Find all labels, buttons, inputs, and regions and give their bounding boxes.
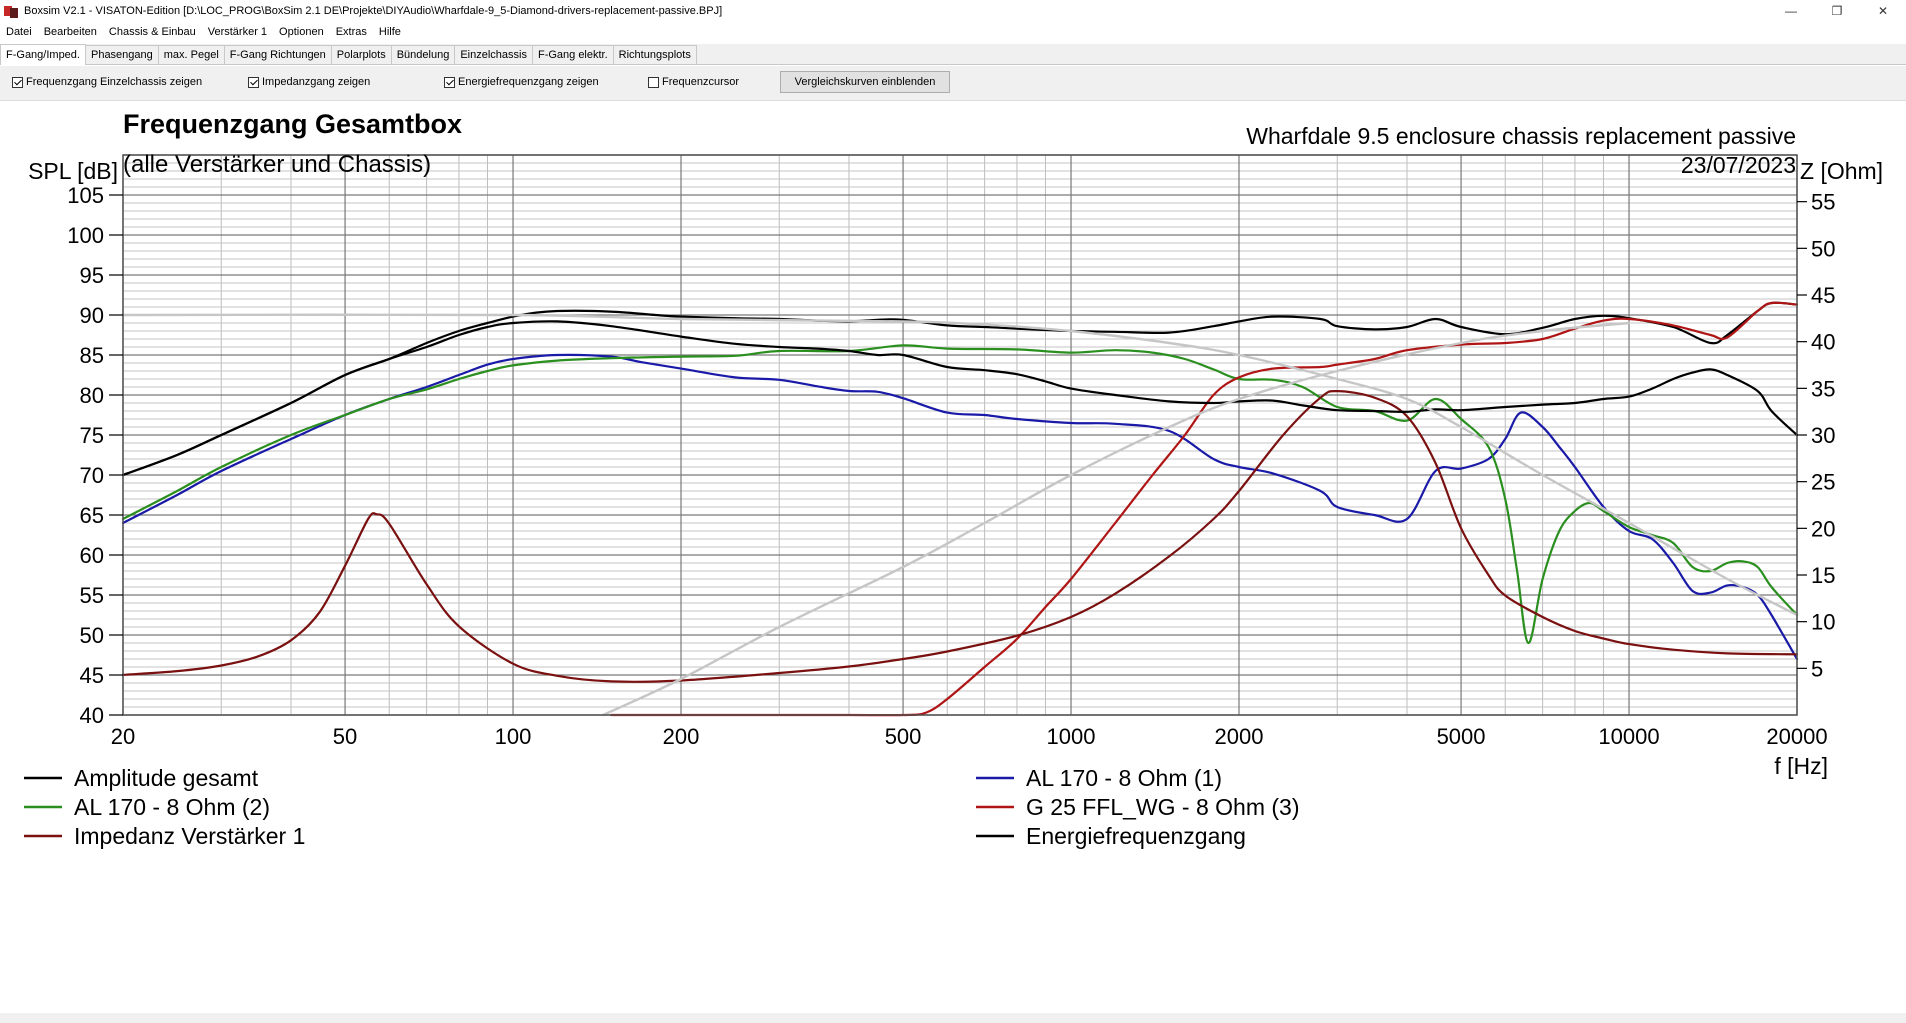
y-tick-label: 90 <box>80 303 104 328</box>
compare-curves-button[interactable]: Vergleichskurven einblenden <box>780 71 950 93</box>
y-tick-label: 70 <box>80 463 104 488</box>
comparison-curve-7 <box>121 313 1799 617</box>
menu-verstaerker-1[interactable]: Verstärker 1 <box>207 26 268 38</box>
legend-label: AL 170 - 8 Ohm (2) <box>74 794 270 820</box>
option-frequenzcursor[interactable]: Frequenzcursor <box>648 76 739 88</box>
menu-hilfe[interactable]: Hilfe <box>378 26 401 38</box>
y-tick-label: 85 <box>80 343 104 368</box>
x-tick-label: 500 <box>885 724 922 749</box>
tab-f-gang-elektr[interactable]: F-Gang elektr. <box>531 45 614 64</box>
project-date: 23/07/2023 <box>1681 152 1796 178</box>
legend-label: Impedanz Verstärker 1 <box>74 823 305 849</box>
chart-subtitle: (alle Verstärker und Chassis) <box>123 151 431 178</box>
x-tick-label: 20000 <box>1766 724 1827 749</box>
y2-tick-label: 50 <box>1811 236 1835 261</box>
project-name: Wharfdale 9.5 enclosure chassis replacem… <box>1246 123 1796 149</box>
chart-title: Frequenzgang Gesamtbox <box>123 109 462 139</box>
y-tick-label: 105 <box>67 183 104 208</box>
y2-tick-label: 35 <box>1811 376 1835 401</box>
y2-axis-label: Z [Ohm] <box>1800 158 1883 184</box>
x-tick-label: 200 <box>663 724 700 749</box>
series-line-al-170-8-ohm-1 <box>121 353 1799 661</box>
restore-button[interactable]: ❐ <box>1831 4 1843 18</box>
option-impedanzgang[interactable]: Impedanzgang zeigen <box>248 76 370 88</box>
y2-tick-label: 20 <box>1811 516 1835 541</box>
legend-label: Energiefrequenzgang <box>1026 823 1246 849</box>
x-tick-label: 50 <box>333 724 357 749</box>
option-einzelchassis[interactable]: Frequenzgang Einzelchassis zeigen <box>12 76 202 88</box>
y-tick-label: 40 <box>80 703 104 728</box>
y2-tick-label: 55 <box>1811 190 1835 215</box>
options-bar: Frequenzgang Einzelchassis zeigen Impeda… <box>0 66 1906 101</box>
menu-bar: Datei Bearbeiten Chassis & Einbau Verstä… <box>0 22 1906 42</box>
y2-tick-label: 40 <box>1811 330 1835 355</box>
tab-phasengang[interactable]: Phasengang <box>84 45 159 64</box>
series-line-al-170-8-ohm-2 <box>121 344 1799 645</box>
chart-area: 40 45 50 55 60 65 70 75 80 85 90 95 100 105 5 10 15 20 25 3… <box>0 101 1906 1013</box>
tab-buendelung[interactable]: Bündelung <box>390 45 456 64</box>
y2-tick-label: 30 <box>1811 423 1835 448</box>
tab-max-pegel[interactable]: max. Pegel <box>157 45 225 64</box>
option-einzelchassis-label: Frequenzgang Einzelchassis zeigen <box>26 76 203 88</box>
x-tick-label: 5000 <box>1437 724 1486 749</box>
checkbox-einzelchassis[interactable] <box>12 76 23 88</box>
x-tick-label: 10000 <box>1598 724 1659 749</box>
option-impedanzgang-label: Impedanzgang zeigen <box>262 76 371 88</box>
tab-bar: F-Gang/Imped. Phasengang max. Pegel F-Ga… <box>0 44 1906 65</box>
menu-extras[interactable]: Extras <box>335 26 367 38</box>
checkbox-frequenzcursor[interactable] <box>648 76 659 88</box>
status-bar <box>0 1013 1906 1023</box>
y-tick-label: 65 <box>80 503 104 528</box>
menu-datei[interactable]: Datei <box>6 26 32 38</box>
option-energiefrequenzgang-label: Energiefrequenzgang zeigen <box>458 76 599 88</box>
frequency-response-chart: 40 45 50 55 60 65 70 75 80 85 90 95 100 105 5 10 15 20 25 3… <box>24 109 1883 849</box>
y2-tick-label: 5 <box>1811 656 1823 681</box>
window-controls: — ❐ ✕ <box>1768 0 1906 22</box>
checkbox-energiefrequenzgang[interactable] <box>444 76 455 88</box>
y-tick-label: 60 <box>80 543 104 568</box>
close-button[interactable]: ✕ <box>1877 4 1889 18</box>
x-tick-label: 20 <box>111 724 135 749</box>
legend-label: Amplitude gesamt <box>74 765 259 791</box>
minimize-button[interactable]: — <box>1785 4 1797 18</box>
menu-optionen[interactable]: Optionen <box>279 26 324 38</box>
y2-tick-label: 45 <box>1811 283 1835 308</box>
y-axis-label: SPL [dB] <box>28 158 118 184</box>
option-frequenzcursor-label: Frequenzcursor <box>662 76 740 88</box>
tab-f-gang-imped[interactable]: F-Gang/Imped. <box>0 44 86 65</box>
x-tick-label: 100 <box>495 724 532 749</box>
menu-bearbeiten[interactable]: Bearbeiten <box>43 26 97 38</box>
series-line-impedanz-verst-rker-1 <box>121 389 1799 683</box>
y-tick-label: 100 <box>67 223 104 248</box>
series-line-g-25-ffl-wg-8-ohm-3 <box>610 301 1799 717</box>
option-energiefrequenzgang[interactable]: Energiefrequenzgang zeigen <box>444 76 599 88</box>
y-tick-label: 95 <box>80 263 104 288</box>
tab-polarplots[interactable]: Polarplots <box>330 45 392 64</box>
y-tick-label: 50 <box>80 623 104 648</box>
y2-tick-label: 25 <box>1811 470 1835 495</box>
checkbox-impedanzgang[interactable] <box>248 76 259 88</box>
y-tick-label: 75 <box>80 423 104 448</box>
y-tick-label: 45 <box>80 663 104 688</box>
tab-einzelchassis[interactable]: Einzelchassis <box>454 45 533 64</box>
window-title: Boxsim V2.1 - VISATON-Edition [D:\LOC_PR… <box>24 5 723 17</box>
y-tick-label: 80 <box>80 383 104 408</box>
x-tick-label: 1000 <box>1047 724 1096 749</box>
legend-label: G 25 FFL_WG - 8 Ohm (3) <box>1026 794 1300 820</box>
y-tick-label: 55 <box>80 583 104 608</box>
series-line-energiefrequenzgang <box>121 320 1799 477</box>
y2-tick-label: 10 <box>1811 610 1835 635</box>
tab-richtungsplots[interactable]: Richtungsplots <box>612 45 697 64</box>
tab-f-gang-richtungen[interactable]: F-Gang Richtungen <box>223 45 332 64</box>
menu-chassis-einbau[interactable]: Chassis & Einbau <box>108 26 196 38</box>
series-line-amplitude-gesamt <box>121 301 1799 477</box>
boxsim-logo-icon <box>4 4 18 18</box>
x-axis-label: f [Hz] <box>1774 753 1828 779</box>
title-bar: Boxsim V2.1 - VISATON-Edition [D:\LOC_PR… <box>0 0 1906 23</box>
x-tick-label: 2000 <box>1215 724 1264 749</box>
legend-label: AL 170 - 8 Ohm (1) <box>1026 765 1222 791</box>
y2-tick-label: 15 <box>1811 563 1835 588</box>
comparison-curve-6 <box>601 321 1631 717</box>
